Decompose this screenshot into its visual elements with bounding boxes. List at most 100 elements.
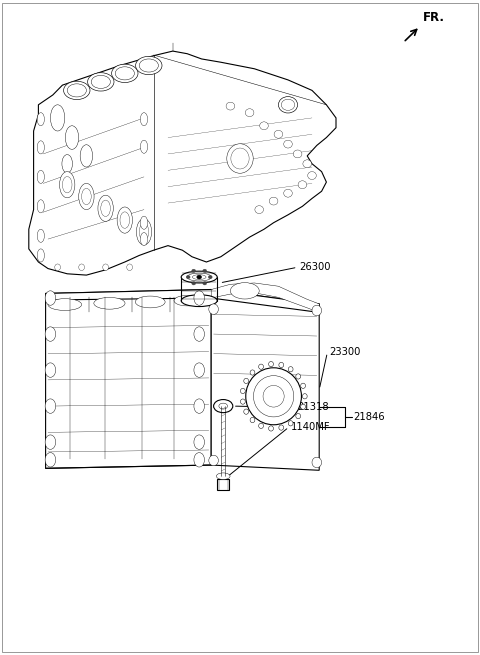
Ellipse shape	[269, 426, 274, 431]
Ellipse shape	[37, 170, 45, 183]
Ellipse shape	[240, 399, 245, 404]
Ellipse shape	[259, 423, 264, 428]
Polygon shape	[46, 290, 319, 312]
Ellipse shape	[120, 212, 130, 229]
Ellipse shape	[253, 375, 294, 417]
Ellipse shape	[139, 59, 158, 72]
Ellipse shape	[115, 67, 134, 80]
Ellipse shape	[48, 299, 82, 310]
Ellipse shape	[79, 264, 84, 271]
Ellipse shape	[269, 362, 274, 367]
Ellipse shape	[298, 181, 307, 189]
Ellipse shape	[259, 364, 264, 369]
Ellipse shape	[250, 370, 255, 375]
Ellipse shape	[192, 282, 195, 285]
Ellipse shape	[192, 269, 195, 272]
Ellipse shape	[244, 409, 249, 414]
Ellipse shape	[79, 183, 94, 210]
Ellipse shape	[279, 362, 284, 367]
Ellipse shape	[255, 206, 264, 214]
Ellipse shape	[140, 140, 148, 153]
Ellipse shape	[284, 189, 292, 197]
Ellipse shape	[245, 109, 254, 117]
Ellipse shape	[140, 216, 148, 229]
Ellipse shape	[269, 197, 278, 205]
Ellipse shape	[246, 367, 301, 424]
Ellipse shape	[37, 229, 45, 242]
Ellipse shape	[278, 97, 298, 113]
Ellipse shape	[62, 177, 72, 193]
Text: FR.: FR.	[422, 11, 444, 24]
Ellipse shape	[250, 417, 255, 422]
Ellipse shape	[312, 457, 322, 468]
Ellipse shape	[37, 200, 45, 213]
Ellipse shape	[208, 276, 212, 279]
Ellipse shape	[63, 81, 90, 100]
Ellipse shape	[244, 379, 249, 384]
Polygon shape	[211, 290, 319, 470]
Ellipse shape	[111, 64, 138, 83]
Ellipse shape	[135, 296, 165, 308]
Ellipse shape	[219, 403, 228, 409]
Ellipse shape	[231, 148, 249, 169]
Ellipse shape	[194, 291, 204, 305]
Text: 1140MF: 1140MF	[290, 422, 330, 432]
Ellipse shape	[45, 291, 56, 305]
Text: 23300: 23300	[329, 347, 360, 358]
Ellipse shape	[67, 84, 86, 97]
Ellipse shape	[186, 276, 190, 279]
Polygon shape	[211, 283, 319, 312]
Ellipse shape	[260, 122, 268, 130]
Ellipse shape	[140, 233, 148, 246]
Ellipse shape	[216, 473, 230, 479]
Ellipse shape	[227, 144, 253, 173]
Ellipse shape	[103, 264, 108, 271]
Ellipse shape	[300, 383, 305, 388]
Ellipse shape	[312, 305, 322, 316]
Text: 21318: 21318	[298, 402, 329, 413]
Ellipse shape	[302, 394, 307, 399]
Ellipse shape	[209, 455, 218, 466]
Ellipse shape	[300, 404, 305, 409]
Ellipse shape	[140, 113, 148, 126]
Ellipse shape	[37, 113, 45, 126]
Ellipse shape	[45, 327, 56, 341]
Polygon shape	[217, 479, 229, 490]
Ellipse shape	[194, 327, 204, 341]
Ellipse shape	[192, 274, 206, 280]
Ellipse shape	[214, 400, 233, 413]
Ellipse shape	[91, 75, 110, 88]
Ellipse shape	[240, 388, 245, 394]
Ellipse shape	[60, 172, 75, 198]
Ellipse shape	[37, 141, 45, 154]
Ellipse shape	[203, 282, 206, 285]
Ellipse shape	[98, 195, 113, 221]
Ellipse shape	[45, 363, 56, 377]
Ellipse shape	[174, 295, 201, 306]
Ellipse shape	[263, 385, 284, 407]
Ellipse shape	[194, 363, 204, 377]
Ellipse shape	[62, 155, 72, 173]
Text: 21846: 21846	[353, 412, 385, 422]
Ellipse shape	[203, 269, 206, 272]
Text: 26300: 26300	[299, 262, 331, 272]
Ellipse shape	[80, 145, 93, 167]
Ellipse shape	[87, 73, 114, 91]
Ellipse shape	[288, 367, 293, 372]
Ellipse shape	[284, 140, 292, 148]
Ellipse shape	[197, 275, 202, 279]
Ellipse shape	[194, 399, 204, 413]
Ellipse shape	[94, 297, 125, 309]
Ellipse shape	[50, 105, 65, 131]
Ellipse shape	[293, 150, 302, 158]
Ellipse shape	[117, 207, 132, 233]
Ellipse shape	[101, 200, 110, 216]
Ellipse shape	[136, 56, 162, 75]
Ellipse shape	[296, 413, 300, 419]
Ellipse shape	[45, 453, 56, 467]
Ellipse shape	[82, 189, 91, 205]
Ellipse shape	[65, 126, 79, 149]
Ellipse shape	[308, 172, 316, 179]
Ellipse shape	[45, 435, 56, 449]
Ellipse shape	[181, 271, 217, 283]
